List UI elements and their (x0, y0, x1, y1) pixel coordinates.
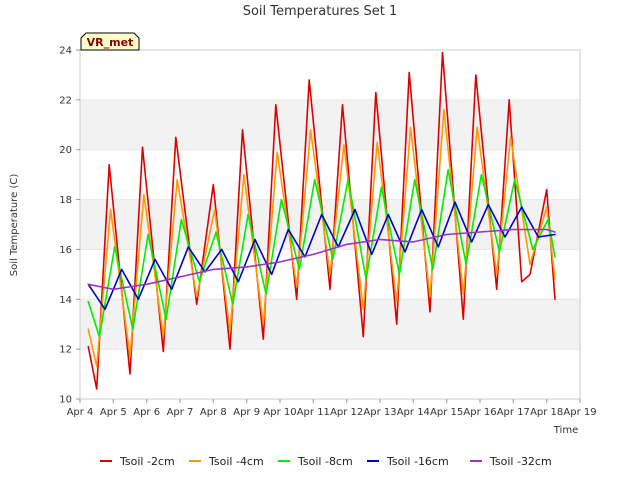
series-line-tsoil-2cm (87, 51, 556, 390)
legend-label: Tsoil -2cm (119, 455, 175, 468)
x-tick-label: Apr 13 (363, 407, 396, 418)
x-tick-label: Apr 17 (497, 407, 530, 418)
grid-band (80, 349, 580, 399)
y-tick-label: 18 (59, 195, 72, 206)
vr-met-badge: VR_met (80, 32, 140, 51)
x-tick-label: Apr 16 (463, 407, 496, 418)
x-tick-label: Apr 10 (263, 407, 296, 418)
x-axis-label: Time (553, 425, 578, 436)
grid-band (80, 50, 580, 100)
grid-band (80, 99, 580, 150)
badge-shape (80, 32, 140, 51)
grid-band (80, 299, 580, 350)
x-tick-label: Apr 14 (397, 407, 430, 418)
series-lines (87, 51, 556, 390)
x-tick-label: Apr 8 (200, 407, 227, 418)
y-axis-ticks: 10 12 14 16 18 20 22 24 (59, 46, 80, 406)
legend-item: Tsoil -4cm (189, 455, 264, 468)
x-tick-label: Apr 5 (100, 407, 127, 418)
x-tick-label: Apr 18 (530, 407, 563, 418)
x-tick-label: Apr 6 (133, 407, 160, 418)
grid-band (80, 149, 580, 200)
background-bands (80, 50, 580, 399)
y-tick-label: 16 (59, 245, 72, 256)
y-tick-label: 22 (59, 95, 72, 106)
legend: Tsoil -2cm Tsoil -4cm Tsoil -8cm Tsoil -16c… (100, 455, 552, 468)
x-axis-ticks: Apr 4 Apr 5 Apr 6 Apr 7 Apr 8 Apr 9 Apr 10 Apr … (67, 399, 597, 418)
x-tick-label: Apr 15 (430, 407, 463, 418)
y-tick-label: 12 (59, 345, 72, 356)
legend-item: Tsoil -16cm (367, 455, 449, 468)
chart-title: Soil Temperatures Set 1 (243, 4, 398, 19)
x-tick-label: Apr 7 (167, 407, 194, 418)
y-tick-label: 14 (59, 295, 72, 306)
legend-item: Tsoil -8cm (278, 455, 353, 468)
y-tick-label: 10 (59, 395, 72, 406)
y-axis-label: Soil Temperature (C) (9, 174, 20, 277)
legend-label: Tsoil -8cm (297, 455, 353, 468)
legend-item: Tsoil -2cm (100, 455, 175, 468)
y-tick-label: 20 (59, 145, 72, 156)
x-tick-label: Apr 11 (297, 407, 330, 418)
legend-item: Tsoil -32cm (470, 455, 552, 468)
badge-label: VR_met (87, 36, 134, 49)
plot-frame (79, 49, 581, 400)
legend-label: Tsoil -4cm (208, 455, 264, 468)
legend-label: Tsoil -16cm (386, 455, 449, 468)
x-tick-label: Apr 4 (67, 407, 94, 418)
y-tick-label: 24 (59, 46, 72, 57)
x-tick-label: Apr 9 (233, 407, 260, 418)
x-tick-label: Apr 19 (563, 407, 596, 418)
series-line-tsoil-32cm (87, 228, 556, 291)
x-tick-label: Apr 12 (330, 407, 363, 418)
legend-label: Tsoil -32cm (489, 455, 552, 468)
